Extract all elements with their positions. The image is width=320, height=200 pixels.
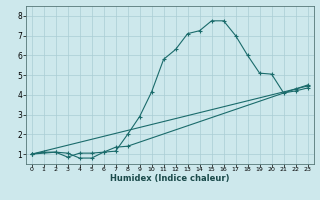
X-axis label: Humidex (Indice chaleur): Humidex (Indice chaleur) xyxy=(110,174,229,183)
